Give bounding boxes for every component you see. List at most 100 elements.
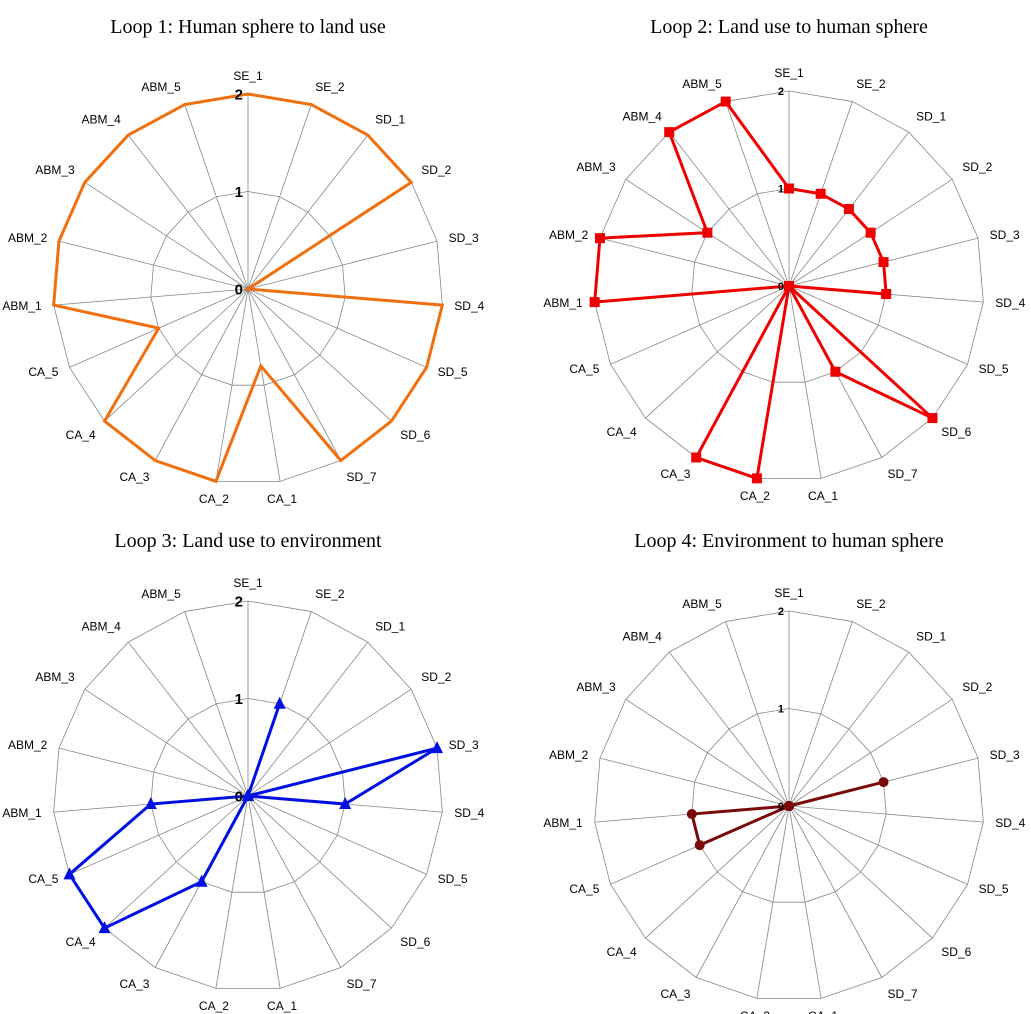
spoke — [58, 240, 249, 290]
category-label: ABM_5 — [141, 80, 181, 94]
spoke — [756, 805, 790, 999]
spoke — [788, 285, 968, 365]
data-point — [242, 789, 254, 801]
spoke — [788, 805, 968, 885]
tick-label: 1 — [235, 691, 243, 708]
data-point — [878, 777, 889, 788]
category-label: SD_6 — [400, 428, 430, 442]
category-label: CA_1 — [267, 492, 297, 506]
category-label: CA_2 — [199, 999, 229, 1013]
spoke — [725, 101, 790, 287]
spoke — [53, 288, 249, 306]
spoke — [625, 699, 790, 807]
data-point — [98, 921, 111, 934]
category-label: ABM_5 — [682, 597, 722, 611]
data-point — [815, 188, 826, 199]
grid-ring-1 — [691, 708, 887, 903]
category-label: CA_5 — [569, 362, 599, 376]
tick-label: 0 — [235, 788, 243, 805]
category-label: SD_1 — [916, 630, 946, 644]
data-point — [843, 204, 854, 215]
spoke — [610, 285, 790, 365]
spoke — [247, 288, 392, 422]
data-point — [830, 366, 841, 377]
category-label: ABM_1 — [543, 816, 583, 830]
category-label: SD_4 — [995, 296, 1025, 310]
spoke — [788, 651, 910, 807]
category-label: CA_2 — [740, 489, 770, 503]
category-label: SD_4 — [995, 816, 1025, 830]
data-point — [784, 183, 794, 194]
spoke — [215, 288, 249, 482]
category-label: ABM_1 — [2, 806, 42, 820]
spoke — [69, 795, 249, 875]
data-point — [339, 797, 352, 810]
category-label: SD_5 — [438, 365, 468, 379]
spoke — [247, 288, 427, 368]
tick-label: 0 — [235, 281, 243, 298]
spoke — [247, 795, 281, 989]
radar-panel-3: SE_1 SE_2 SD_1 SD_2 SD_3 SD_4 SD_5 SD_6 SD_7 CA_1… — [2, 576, 484, 1013]
category-label: SD_3 — [449, 231, 479, 245]
category-label: CA_4 — [66, 428, 96, 442]
spoke — [84, 689, 249, 797]
data-point — [63, 867, 76, 880]
data-point — [784, 801, 794, 811]
category-label: SD_6 — [941, 945, 971, 959]
data-point — [751, 473, 762, 484]
category-label: CA_1 — [267, 999, 297, 1013]
category-label: ABM_4 — [81, 113, 121, 127]
category-label: CA_4 — [66, 935, 96, 949]
category-label: CA_2 — [740, 1009, 770, 1014]
spoke — [247, 641, 369, 797]
category-label: ABM_3 — [35, 670, 75, 684]
category-label: SD_7 — [347, 977, 377, 991]
category-label: SD_5 — [438, 872, 468, 886]
spoke — [247, 240, 438, 290]
spoke — [184, 611, 249, 797]
data-point — [195, 874, 208, 887]
tick-label: 2 — [235, 593, 243, 610]
spoke — [668, 131, 790, 287]
tick-label: 0 — [778, 801, 784, 813]
grid-ring-2 — [53, 600, 443, 989]
panel-3-title: Loop 3: Land use to environment — [114, 530, 382, 552]
category-label: SE_2 — [856, 597, 886, 611]
spoke — [788, 621, 853, 807]
spoke — [668, 651, 790, 807]
spoke — [725, 621, 790, 807]
data-point — [784, 281, 794, 291]
category-label: SD_3 — [990, 748, 1020, 762]
data-point — [594, 233, 605, 244]
grid-ring-2 — [594, 610, 984, 999]
tick-label: 2 — [235, 86, 243, 103]
category-label: SD_7 — [347, 470, 377, 484]
spoke — [58, 747, 249, 797]
spoke — [154, 288, 249, 461]
spoke — [104, 795, 249, 929]
category-label: SD_4 — [454, 806, 484, 820]
panel-1-title: Loop 1: Human sphere to land use — [110, 16, 386, 38]
category-label: ABM_2 — [8, 231, 48, 245]
category-label: SD_2 — [962, 680, 992, 694]
category-label: ABM_4 — [622, 630, 662, 644]
category-label: SD_7 — [888, 467, 918, 481]
grid-ring-1 — [150, 698, 346, 893]
category-label: SD_2 — [421, 670, 451, 684]
spoke — [84, 182, 249, 290]
series-line — [67, 703, 438, 930]
category-label: SE_1 — [774, 586, 804, 600]
spoke — [247, 134, 369, 290]
spoke — [247, 795, 342, 968]
category-label: CA_4 — [607, 945, 637, 959]
data-point — [691, 452, 702, 463]
category-label: ABM_1 — [2, 299, 42, 313]
category-label: ABM_2 — [8, 738, 48, 752]
category-label: SD_1 — [375, 620, 405, 634]
category-label: CA_3 — [660, 467, 690, 481]
spoke — [127, 134, 249, 290]
category-label: ABM_3 — [35, 163, 75, 177]
tick-label: 1 — [778, 183, 784, 195]
category-label: ABM_3 — [576, 680, 616, 694]
spoke — [247, 104, 312, 290]
